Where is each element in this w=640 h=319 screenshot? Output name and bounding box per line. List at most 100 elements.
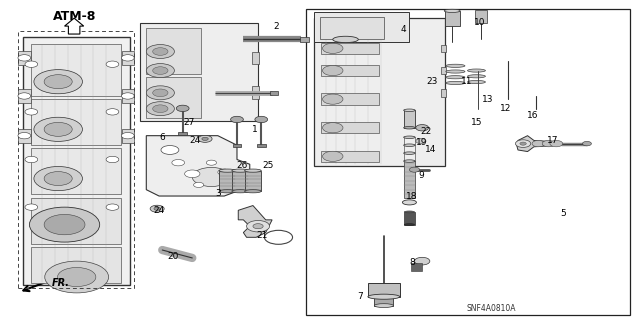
Bar: [314, 12, 410, 42]
Bar: [244, 171, 261, 191]
Circle shape: [206, 160, 216, 165]
Circle shape: [193, 182, 204, 188]
Text: 8: 8: [410, 258, 415, 267]
Circle shape: [106, 109, 119, 115]
Text: 17: 17: [547, 136, 559, 145]
Bar: [321, 65, 379, 76]
Bar: [445, 11, 461, 26]
Circle shape: [198, 135, 212, 142]
Bar: [147, 77, 200, 118]
Ellipse shape: [333, 36, 358, 43]
Text: 22: 22: [420, 127, 431, 136]
Circle shape: [153, 105, 168, 113]
Circle shape: [323, 65, 343, 76]
Ellipse shape: [219, 169, 236, 172]
Text: 23: 23: [426, 77, 438, 86]
Text: 26: 26: [236, 161, 248, 170]
Circle shape: [34, 117, 83, 141]
Ellipse shape: [467, 80, 485, 84]
Circle shape: [106, 204, 119, 210]
Bar: [18, 129, 31, 143]
Circle shape: [153, 48, 168, 55]
Bar: [147, 28, 200, 74]
Bar: [442, 67, 447, 74]
Bar: [232, 144, 241, 147]
Circle shape: [323, 43, 343, 53]
Circle shape: [44, 122, 72, 136]
Bar: [122, 129, 134, 143]
Ellipse shape: [446, 76, 465, 79]
Circle shape: [34, 167, 83, 191]
Text: 13: 13: [481, 95, 493, 104]
Circle shape: [25, 204, 38, 210]
Polygon shape: [147, 136, 250, 196]
Text: 21: 21: [256, 231, 268, 240]
Circle shape: [34, 70, 83, 94]
Text: 16: 16: [527, 111, 538, 120]
Bar: [300, 37, 308, 42]
Text: 24: 24: [154, 206, 164, 215]
Text: 6: 6: [159, 133, 165, 142]
Circle shape: [150, 205, 164, 212]
Text: FR.: FR.: [52, 278, 70, 288]
Circle shape: [29, 207, 100, 242]
Circle shape: [202, 137, 208, 140]
Circle shape: [218, 169, 230, 175]
Text: 20: 20: [168, 252, 179, 261]
Circle shape: [176, 105, 189, 112]
Bar: [31, 44, 121, 96]
Circle shape: [255, 116, 268, 123]
Circle shape: [122, 93, 134, 99]
Ellipse shape: [446, 64, 465, 67]
Circle shape: [410, 167, 420, 172]
Text: 7: 7: [356, 292, 362, 300]
Circle shape: [515, 140, 531, 147]
Ellipse shape: [444, 9, 460, 12]
Circle shape: [106, 61, 119, 67]
Bar: [368, 283, 400, 297]
Circle shape: [153, 89, 168, 97]
Bar: [412, 263, 422, 271]
Circle shape: [25, 61, 38, 67]
Text: 2: 2: [274, 22, 280, 31]
Circle shape: [44, 75, 72, 89]
Circle shape: [532, 140, 545, 147]
Circle shape: [172, 160, 184, 166]
Bar: [232, 171, 248, 191]
Bar: [257, 144, 266, 147]
Ellipse shape: [404, 224, 415, 226]
Ellipse shape: [446, 81, 465, 85]
Circle shape: [44, 214, 85, 235]
Circle shape: [416, 124, 429, 131]
Text: 27: 27: [184, 118, 195, 128]
Bar: [18, 89, 31, 103]
Bar: [321, 151, 379, 162]
Circle shape: [230, 116, 243, 123]
Circle shape: [18, 93, 31, 99]
Ellipse shape: [374, 304, 394, 308]
Bar: [320, 17, 384, 39]
Bar: [442, 45, 447, 52]
Text: 24: 24: [190, 136, 201, 145]
Text: 9: 9: [418, 171, 424, 180]
Bar: [404, 212, 415, 225]
Bar: [321, 122, 379, 133]
Ellipse shape: [404, 136, 415, 138]
Circle shape: [520, 142, 526, 145]
Text: 3: 3: [215, 189, 221, 198]
Bar: [31, 148, 121, 195]
Ellipse shape: [467, 75, 485, 78]
Circle shape: [58, 268, 96, 286]
Circle shape: [246, 220, 269, 232]
Circle shape: [542, 140, 555, 147]
Ellipse shape: [368, 294, 400, 299]
Circle shape: [323, 123, 343, 133]
Text: SNF4A0810A: SNF4A0810A: [467, 304, 516, 313]
Circle shape: [323, 94, 343, 104]
Circle shape: [154, 207, 161, 210]
Text: 4: 4: [400, 25, 406, 34]
Bar: [31, 247, 121, 283]
Bar: [252, 86, 259, 99]
Bar: [314, 18, 445, 166]
Text: 11: 11: [461, 77, 472, 86]
